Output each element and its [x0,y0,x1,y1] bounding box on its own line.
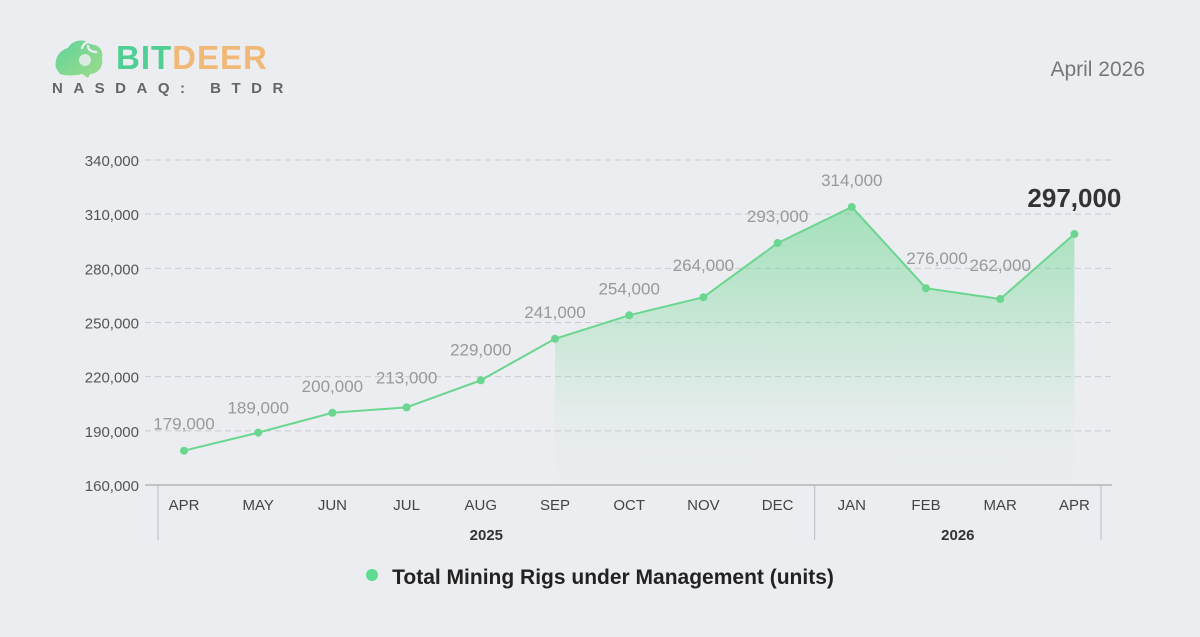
data-label: 314,000 [821,171,882,190]
x-tick-label: JUL [393,497,420,514]
data-point [402,403,411,412]
data-point [847,202,856,211]
data-label: 179,000 [153,415,214,434]
legend-marker [366,569,379,581]
y-tick-label: 190,000 [85,424,139,441]
data-point [328,408,337,417]
brand-name-part1: BIT [116,39,173,76]
report-date: April 2026 [1050,58,1145,81]
data-label: 254,000 [598,279,659,298]
data-point [773,239,782,248]
area-fill [555,206,1075,485]
deer-logo-icon [55,40,103,78]
series-line [180,202,1079,455]
data-label: 200,000 [302,377,363,396]
data-point [699,293,708,302]
data-point [625,311,634,320]
x-tick-label: FEB [911,497,940,514]
x-tick-label: APR [169,497,200,514]
data-point [922,284,930,293]
y-tick-label: 160,000 [85,478,139,495]
x-tick-label: MAY [242,497,273,514]
area-fill-path [555,206,1075,485]
data-label: 229,000 [450,340,511,359]
x-tick-label: NOV [687,497,720,514]
brand-name: BITDEER [116,39,268,77]
x-tick-label: APR [1059,497,1090,514]
x-tick-label: OCT [613,497,645,514]
x-axis: APR MAY JUN JUL AUG SEP OCT NOV DEC JAN FEB MAR APR 2… [145,484,1112,544]
grid: 160,000 190,000 220,000 250,000 280,000 310,0… [85,153,1112,495]
x-group-label: 2025 [470,527,503,544]
data-point [254,428,263,437]
x-tick-label: SEP [540,497,570,514]
x-tick-label: DEC [762,497,794,514]
brand-name-part2: DEER [172,39,268,76]
x-group-label: 2026 [941,527,974,544]
x-tick-label: AUG [465,497,498,514]
data-point [1070,230,1079,239]
data-label: 276,000 [906,249,967,268]
data-label: 213,000 [376,368,437,387]
ticker-label: NASDAQ: BTDR [52,80,294,97]
data-labels: 179,000 189,000 200,000 213,000 229,000 241,0… [153,171,1121,434]
data-label: 264,000 [673,256,734,275]
data-label: 297,000 [1027,183,1121,213]
data-point [551,334,559,343]
data-label: 262,000 [969,256,1030,275]
data-label: 189,000 [227,399,288,418]
x-tick-label: MAR [984,497,1018,514]
y-tick-label: 310,000 [85,207,139,224]
data-label: 293,000 [747,207,808,226]
x-tick-label: JUN [318,497,347,514]
x-tick-label: JAN [838,497,866,514]
legend: Total Mining Rigs under Management (unit… [0,566,1200,590]
data-point [180,446,188,455]
legend-label: Total Mining Rigs under Management (unit… [392,566,834,589]
data-label: 241,000 [524,303,585,322]
data-point [996,295,1005,304]
y-tick-label: 250,000 [85,316,139,333]
y-tick-label: 280,000 [85,261,139,278]
y-tick-label: 220,000 [85,370,139,387]
y-tick-label: 340,000 [85,153,139,170]
data-point [476,376,485,385]
